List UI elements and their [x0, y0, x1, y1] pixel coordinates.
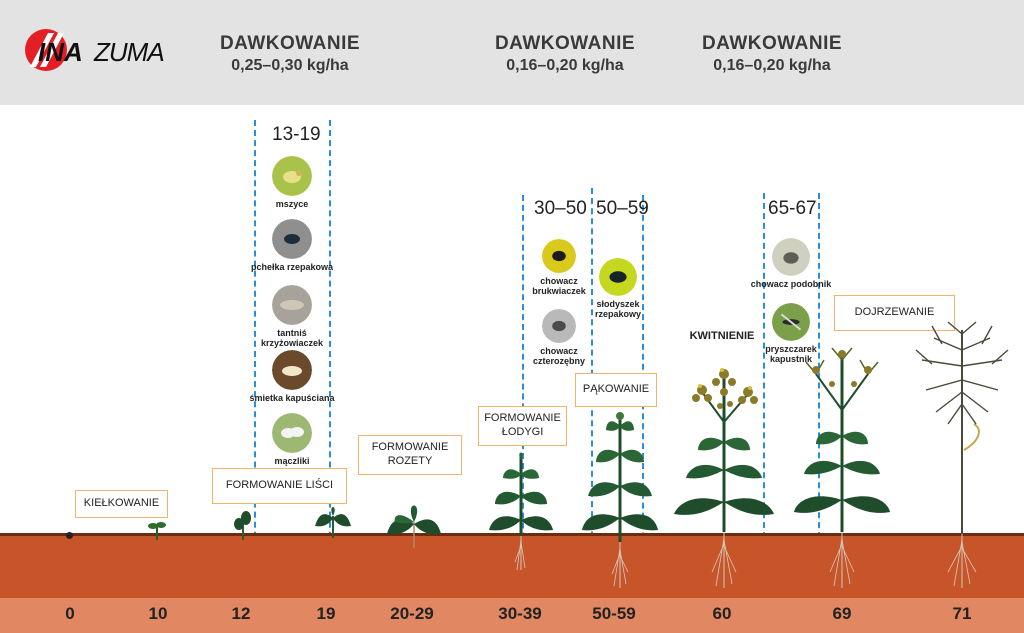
dosing-value: 0,16–0,20 kg/ha [713, 56, 831, 74]
window-line-65-start [763, 193, 765, 598]
window-line-13-start [254, 120, 256, 598]
dosing-header-2: DAWKOWANIE 0,16–0,20 kg/ha [470, 33, 660, 74]
pest-label: chowacz czterozębny [532, 346, 585, 367]
pest-whitefly: mączliki [247, 413, 337, 466]
pest-seed-weevil: chowacz podobnik [746, 238, 836, 289]
axis-tick: 60 [712, 604, 732, 623]
flea-beetle-icon [272, 219, 312, 259]
flowering-plant [674, 368, 774, 588]
seed-weevil-icon [772, 238, 810, 276]
pest-label: mączliki [274, 456, 310, 466]
pest-stem-weevil: chowacz brukwiaczek [514, 239, 604, 297]
axis-tick: 71 [952, 604, 972, 623]
budding-plant [582, 412, 658, 588]
axis-tick: 12 [231, 604, 251, 623]
pest-label: słodyszek rzepakowy [594, 299, 642, 320]
dosing-title: DAWKOWANIE [219, 33, 361, 54]
stage-budding: PĄKOWANIE [575, 373, 657, 407]
two-leaf-plant [234, 511, 251, 540]
pest-label: pchełka rzepakowa [250, 262, 334, 272]
axis-tick: 0 [65, 604, 75, 623]
pest-cabbage-root-fly: śmietka kapuściana [247, 350, 337, 403]
ground-line [0, 533, 1024, 536]
whitefly-icon [272, 413, 312, 453]
stem-plant [489, 452, 553, 570]
growth-stage-axis [0, 598, 1024, 633]
axis-tick: 19 [316, 604, 336, 623]
header-bar [0, 0, 1024, 105]
stage-germination: KIEŁKOWANIE [75, 490, 168, 518]
seedling-plant [148, 522, 166, 540]
cabbage-root-fly-icon [272, 350, 312, 390]
leafy-plant-19 [315, 507, 351, 538]
dosing-header-1: DAWKOWANIE 0,25–0,30 kg/ha [195, 33, 385, 74]
range-label: 30–50 [534, 198, 587, 219]
stage-rosette: FORMOWANIE ROZETY [358, 435, 462, 475]
pest-label: mszyce [275, 199, 309, 209]
diamondback-moth-icon [272, 285, 312, 325]
dosing-title: DAWKOWANIE [494, 33, 636, 54]
pest-label: chowacz podobnik [750, 279, 832, 289]
ripening-plant [915, 321, 1009, 588]
seed [66, 532, 73, 539]
axis-tick: 50-59 [592, 604, 636, 623]
axis-tick: 10 [148, 604, 168, 623]
stage-stem: FORMOWANIE ŁODYGI [478, 406, 567, 446]
axis-tick: 20-29 [390, 604, 434, 623]
aphid-icon [272, 156, 312, 196]
rosette-plant [387, 505, 441, 548]
stem-weevil-icon [542, 239, 576, 273]
pest-label: pryszczarek kapustnik [765, 344, 817, 365]
pod-midge-icon [772, 303, 810, 341]
dosing-header-3: DAWKOWANIE 0,16–0,20 kg/ha [677, 33, 867, 74]
dosing-value: 0,25–0,30 kg/ha [231, 56, 349, 74]
pollen-beetle-icon [599, 258, 637, 296]
dosing-title: DAWKOWANIE [701, 33, 843, 54]
axis-tick: 69 [832, 604, 852, 623]
pest-diamondback-moth: tantniś krzyżowiaczek [247, 285, 337, 349]
svg-text:INA: INA [38, 37, 83, 67]
range-label: 50–59 [596, 198, 649, 219]
soil [0, 535, 1024, 598]
pest-label: tantniś krzyżowiaczek [260, 328, 324, 349]
pest-flea-beetle: pchełka rzepakowa [247, 219, 337, 272]
range-label: 13-19 [272, 124, 321, 145]
pod-plant [794, 347, 890, 588]
brand-logo: INA ZUMA [24, 27, 174, 73]
pest-pod-midge: pryszczarek kapustnik [746, 303, 836, 365]
stage-leaf-formation: FORMOWANIE LIŚCI [212, 468, 347, 504]
pest-pollen-beetle: słodyszek rzepakowy [573, 258, 663, 320]
pest-label: chowacz brukwiaczek [532, 276, 586, 297]
pest-aphids: mszyce [247, 156, 337, 209]
dosing-value: 0,16–0,20 kg/ha [506, 56, 624, 74]
window-line-67-end [818, 193, 820, 598]
window-line-30-start [522, 195, 524, 598]
stage-ripening: DOJRZEWANIE [834, 295, 955, 331]
weevil-icon [542, 309, 576, 343]
pest-weevil: chowacz czterozębny [514, 309, 604, 367]
axis-tick: 30-39 [498, 604, 542, 623]
pest-label: śmietka kapuściana [249, 393, 335, 403]
range-label: 65-67 [768, 198, 817, 219]
window-line-19-end [329, 120, 331, 598]
svg-text:ZUMA: ZUMA [93, 37, 164, 67]
stage-flowering: KWITNIENIE [688, 326, 756, 348]
